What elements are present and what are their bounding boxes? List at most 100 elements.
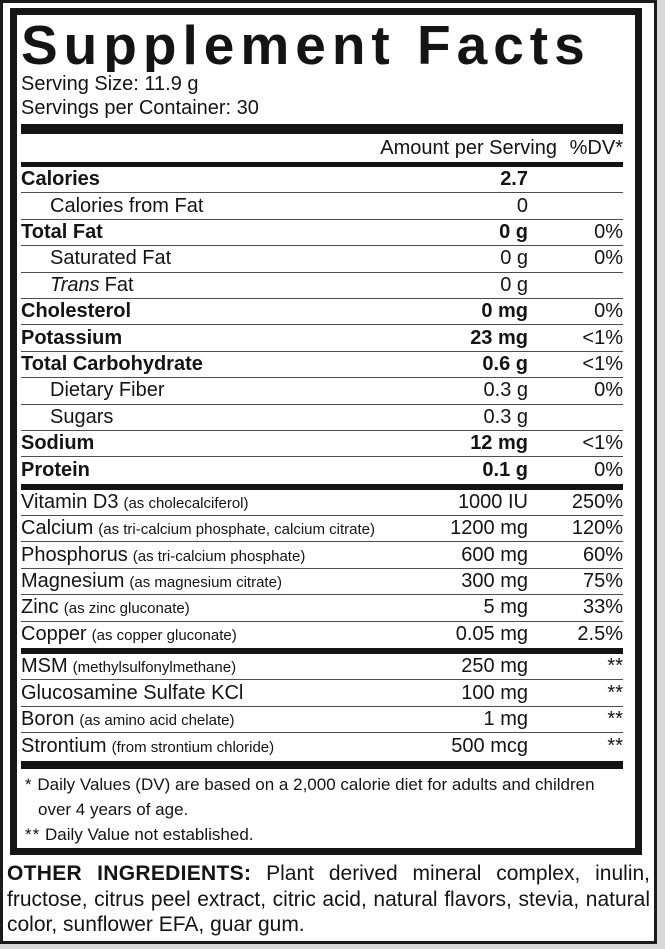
nutrient-amount: 0 g — [499, 220, 528, 243]
nutrient-dv: ** — [607, 734, 623, 757]
nutrient-name-cell: Protein — [21, 459, 438, 482]
nutrient-name: Calories — [21, 168, 100, 191]
nutrient-name-cell: Total Carbohydrate — [21, 353, 438, 376]
nutrient-amount: 1 mg — [483, 708, 528, 730]
nutrient-name: Copper — [21, 623, 87, 646]
nutrient-dv: ** — [607, 655, 623, 678]
nutrient-name: Fat — [104, 273, 134, 296]
nutrient-name-cell: Strontium (from strontium chloride) — [21, 735, 438, 758]
nutrient-row: MSM (methylsulfonylmethane) 250 mg ** — [21, 654, 623, 681]
amount-column-header: Amount per Serving — [380, 136, 557, 159]
nutrient-row: Potassium 23 mg <1% — [21, 325, 623, 352]
nutrient-amount: 1200 mg — [450, 517, 528, 540]
nutrient-name-cell: Total Fat — [21, 221, 438, 244]
nutrient-source-detail: (as tri-calcium phosphate, calcium citra… — [98, 521, 376, 539]
nutrient-dv: <1% — [582, 326, 623, 349]
nutrient-source-detail: (as amino acid chelate) — [79, 712, 235, 729]
nutrient-row: Sugars 0.3 g — [21, 405, 623, 431]
nutrient-amount: 500 mcg — [451, 734, 528, 757]
divider-under-header — [21, 162, 623, 167]
panel-title: Supplement Facts — [21, 18, 591, 72]
nutrient-source-detail: (from strontium chloride) — [111, 738, 275, 756]
nutrient-name-cell: Dietary Fiber — [21, 379, 438, 402]
nutrient-name: Total Carbohydrate — [21, 352, 203, 375]
nutrient-row: Strontium (from strontium chloride) 500 m… — [21, 733, 623, 759]
other-ingredients-paragraph: OTHER INGREDIENTS: Plant derived mineral… — [7, 861, 650, 938]
nutrient-name: Strontium — [21, 734, 107, 757]
nutrient-dv: 33% — [582, 596, 623, 619]
nutrient-row: Cholesterol 0 mg 0% — [21, 299, 623, 326]
nutrient-name-cell: MSM (methylsulfonylmethane) — [21, 655, 438, 678]
nutrient-row: Sodium 12 mg <1% — [21, 431, 623, 458]
nutrient-source-detail: (as zinc gluconate) — [63, 600, 190, 618]
nutrient-amount: 0 mg — [481, 300, 528, 323]
footnote-marker: ** — [25, 824, 41, 844]
nutrient-amount: 0 g — [500, 273, 528, 296]
nutrient-name-cell: Sodium — [21, 432, 438, 455]
nutrient-name: Vitamin D3 — [21, 490, 119, 513]
nutrient-amount: 0.3 g — [483, 405, 528, 428]
nutrient-name: Calories from Fat — [50, 194, 204, 217]
nutrient-amount: 300 mg — [461, 570, 528, 593]
nutrient-source-detail: (as tri-calcium phosphate) — [132, 547, 306, 565]
nutrient-name: Glucosamine Sulfate KCl — [21, 681, 244, 704]
nutrient-dv: 250% — [571, 490, 623, 513]
nutrient-dv: ** — [607, 681, 623, 704]
other-ingredients-label: OTHER INGREDIENTS: — [7, 862, 252, 885]
footnote-marker: * — [25, 774, 33, 794]
nutrient-dv: <1% — [582, 352, 623, 375]
nutrient-name-cell: Glucosamine Sulfate KCl — [21, 682, 438, 705]
section-divider-2 — [21, 648, 623, 655]
nutrient-amount: 12 mg — [470, 432, 528, 455]
nutrient-row: Copper (as copper gluconate) 0.05 mg 2.5% — [21, 622, 623, 648]
nutrient-amount: 2.7 — [500, 168, 528, 191]
nutrient-row: Total Fat 0 g 0% — [21, 220, 623, 247]
column-header-row: Amount per Serving %DV* — [21, 134, 623, 162]
nutrient-dv: 0% — [594, 247, 623, 270]
nutrient-amount: 0 g — [500, 247, 528, 270]
nutrient-row: Phosphorus (as tri-calcium phosphate) 600… — [21, 542, 623, 569]
facts-content: Supplement Facts Serving Size: 11.9 g Se… — [17, 18, 635, 851]
nutrient-amount: 600 mg — [461, 543, 528, 566]
nutrient-name-cell: Boron (as amino acid chelate) — [21, 708, 438, 731]
nutrient-row: Boron (as amino acid chelate) 1 mg ** — [21, 707, 623, 734]
nutrient-row: Magnesium (as magnesium citrate) 300 mg 7… — [21, 569, 623, 596]
nutrient-source-detail: (as copper gluconate) — [91, 627, 237, 645]
nutrient-source-detail: (as magnesium citrate) — [129, 574, 282, 592]
footnote-text: Daily Value not established. — [44, 824, 254, 844]
nutrient-name-cell: Magnesium (as magnesium citrate) — [21, 570, 438, 593]
supplement-facts-panel: Supplement Facts Serving Size: 11.9 g Se… — [10, 8, 642, 855]
nutrient-dv: ** — [607, 708, 623, 730]
nutrient-name-cell: Copper (as copper gluconate) — [21, 623, 438, 646]
nutrient-name-cell: Calories from Fat — [21, 195, 438, 218]
nutrient-row: Zinc (as zinc gluconate) 5 mg 33% — [21, 595, 623, 622]
nutrient-dv: 0% — [594, 379, 623, 402]
section-divider-1 — [21, 483, 623, 490]
nutrient-row: Calories 2.7 — [21, 167, 623, 194]
nutrient-name: Saturated Fat — [50, 247, 172, 270]
other-ingredients-text: Plant derived mineral complex, inulin, f… — [7, 862, 650, 936]
dv-column-header: %DV* — [569, 136, 623, 159]
nutrient-name-cell: Calcium (as tri-calcium phosphate, calciu… — [21, 517, 438, 540]
nutrient-name-cell: Zinc (as zinc gluconate) — [21, 596, 438, 619]
vitamins-minerals-section: Vitamin D3 (as cholecalciferol) 1000 IU 2… — [21, 490, 623, 648]
nutrient-amount: 100 mg — [461, 681, 528, 704]
nutrient-row: Calcium (as tri-calcium phosphate, calciu… — [21, 516, 623, 543]
nutrient-name-cell: Potassium — [21, 327, 438, 350]
macronutrients-section: Calories 2.7 Calories from Fat 0 Total F… — [21, 167, 623, 484]
nutrient-dv: 2.5% — [577, 623, 623, 646]
nutrient-name-italic: Trans — [50, 273, 100, 296]
nutrient-name: Total Fat — [21, 220, 103, 243]
nutrient-row: Dietary Fiber 0.3 g 0% — [21, 378, 623, 405]
footnote: * Daily Values (DV) are based on a 2,000… — [21, 772, 623, 822]
divider-thick-top — [21, 124, 623, 134]
nutrient-name-cell: Vitamin D3 (as cholecalciferol) — [21, 491, 438, 514]
nutrient-name: Dietary Fiber — [50, 379, 165, 402]
servings-per-container-text: Servings per Container: 30 — [21, 97, 259, 119]
serving-size-text: Serving Size: 11.9 g — [21, 73, 199, 95]
nutrient-amount: 0.6 g — [482, 352, 528, 375]
nutrient-amount: 0.1 g — [482, 458, 528, 481]
other-compounds-section: MSM (methylsulfonylmethane) 250 mg ** Glu… — [21, 654, 623, 760]
nutrient-row: Glucosamine Sulfate KCl 100 mg ** — [21, 680, 623, 707]
nutrient-name: Zinc — [21, 596, 59, 619]
